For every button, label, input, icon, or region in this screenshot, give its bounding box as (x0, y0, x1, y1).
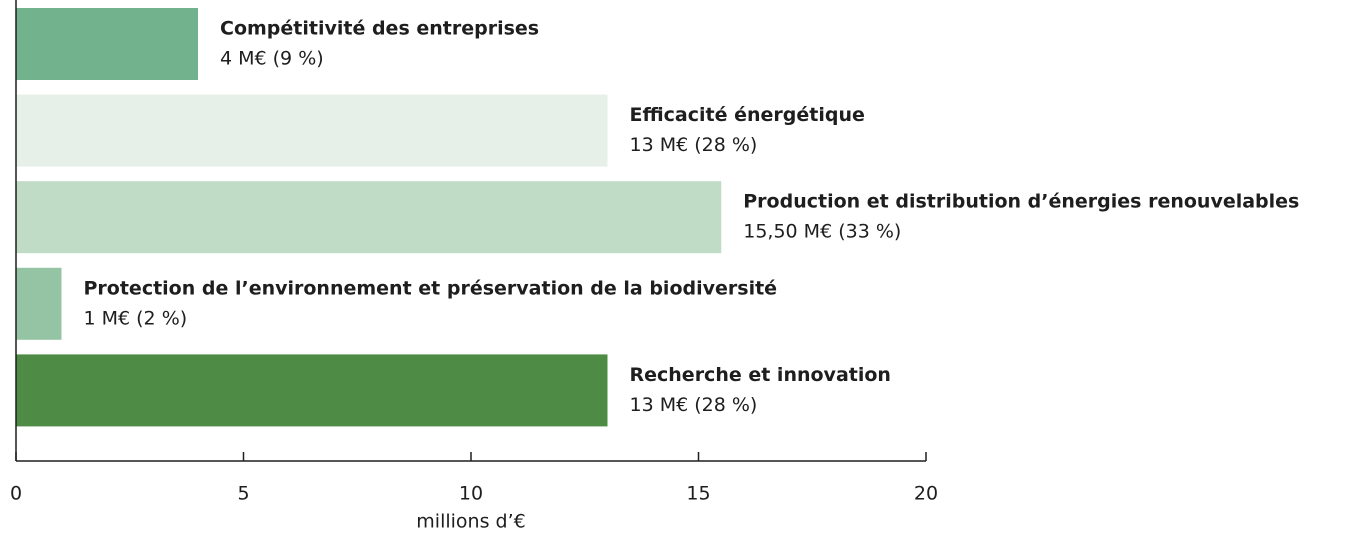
bar (16, 8, 198, 80)
bar (16, 181, 722, 254)
x-tick-label: 10 (459, 483, 483, 505)
category-label: Production et distribution d’énergies re… (743, 191, 1299, 213)
category-label: Protection de l’environnement et préserv… (84, 277, 778, 299)
x-tick-label: 5 (237, 483, 249, 505)
value-label: 4 M€ (9 %) (220, 48, 324, 70)
category-label: Efficacité énergétique (630, 104, 865, 126)
x-tick-label: 15 (686, 483, 710, 505)
value-label: 15,50 M€ (33 %) (743, 221, 901, 243)
bar (16, 267, 62, 340)
category-label: Recherche et innovation (630, 364, 891, 386)
x-axis-title: millions d’€ (416, 511, 525, 533)
bar (16, 94, 608, 167)
category-label: Compétitivité des entreprises (220, 18, 539, 40)
value-label: 1 M€ (2 %) (84, 307, 188, 329)
value-label: 13 M€ (28 %) (630, 134, 758, 156)
x-tick-label: 20 (914, 483, 938, 505)
x-tick-label: 0 (10, 483, 22, 505)
bar (16, 354, 608, 427)
value-label: 13 M€ (28 %) (630, 394, 758, 416)
